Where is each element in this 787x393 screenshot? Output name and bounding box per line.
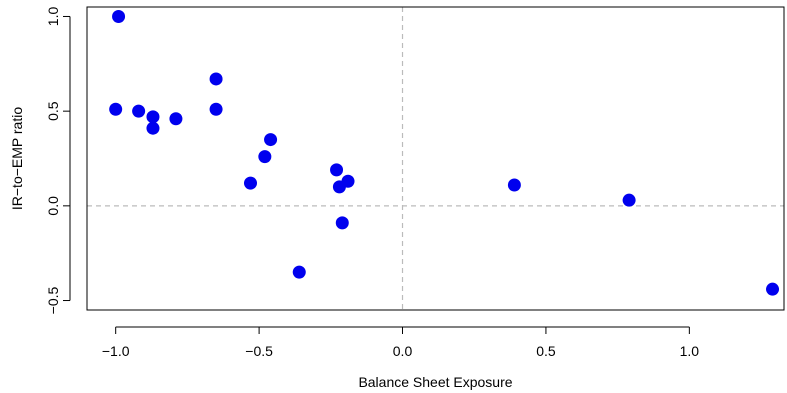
x-axis: −1.0 −0.5 0.0 0.5 1.0	[102, 326, 700, 359]
y-tick-label: 1.0	[45, 7, 61, 27]
data-point	[132, 104, 146, 118]
data-point	[243, 176, 257, 190]
y-axis-label: IR−to−EMP ratio	[9, 107, 25, 210]
data-point	[622, 193, 636, 207]
data-point	[335, 216, 349, 230]
x-tick-label: 0.5	[536, 343, 556, 359]
x-tick-label: 0.0	[393, 343, 413, 359]
data-point	[341, 174, 355, 188]
y-tick-label: 0.0	[45, 196, 61, 216]
data-point	[766, 282, 780, 296]
data-point	[169, 112, 183, 126]
reference-lines	[87, 7, 784, 310]
x-tick-label: −0.5	[245, 343, 273, 359]
x-tick-label: 1.0	[680, 343, 700, 359]
data-point	[209, 102, 223, 116]
data-point	[330, 163, 344, 177]
x-axis-label: Balance Sheet Exposure	[358, 374, 512, 390]
y-tick-label: −0.5	[45, 287, 61, 315]
data-point	[112, 9, 126, 23]
data-point	[146, 121, 160, 135]
y-axis: −0.5 0.0 0.5 1.0	[45, 7, 71, 315]
data-point	[146, 110, 160, 124]
y-tick-label: 0.5	[45, 101, 61, 121]
data-point	[507, 178, 521, 192]
x-tick-label: −1.0	[102, 343, 130, 359]
data-point	[258, 150, 272, 164]
data-point	[292, 265, 306, 279]
data-point	[209, 72, 223, 86]
data-point	[264, 133, 278, 147]
plot-frame	[86, 6, 785, 311]
data-point	[109, 102, 123, 116]
data-points	[109, 9, 780, 296]
